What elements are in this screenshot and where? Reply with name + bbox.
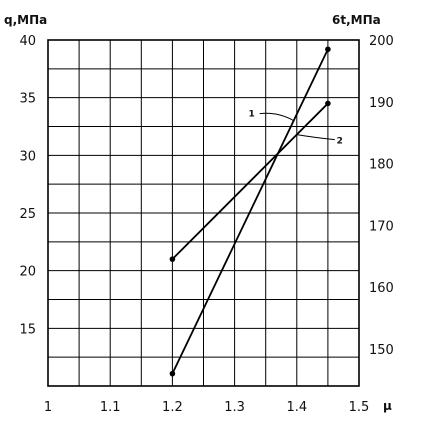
x-tick-label: 1.4 bbox=[286, 400, 307, 415]
right-y-tick-label: 170 bbox=[369, 219, 394, 234]
left-y-tick-label: 25 bbox=[19, 207, 36, 222]
right-axis-title: 6t,МПа bbox=[332, 13, 381, 27]
series-2-label: 2 bbox=[337, 137, 343, 147]
x-tick-label: 1.1 bbox=[100, 400, 121, 415]
x-axis-title: μ bbox=[383, 399, 392, 413]
series-2-point bbox=[169, 256, 176, 262]
right-y-tick-label: 160 bbox=[369, 281, 394, 296]
right-y-tick-label: 180 bbox=[369, 158, 394, 173]
series-1-point bbox=[169, 370, 176, 377]
right-y-tick-label: 190 bbox=[369, 96, 394, 111]
grid bbox=[48, 40, 359, 386]
series-2-point bbox=[325, 100, 331, 107]
series-2-line bbox=[171, 102, 329, 260]
left-y-tick-labels: 15 20 25 30 35 40 bbox=[19, 34, 36, 337]
plot-frame bbox=[47, 39, 360, 387]
left-y-tick-label: 20 bbox=[19, 265, 36, 280]
left-y-tick-label: 15 bbox=[19, 322, 36, 337]
left-y-tick-label: 35 bbox=[19, 92, 36, 107]
left-axis-title: q,МПа bbox=[4, 13, 47, 27]
series-1-point bbox=[325, 46, 331, 53]
left-y-tick-label: 40 bbox=[19, 34, 36, 49]
right-y-tick-label: 200 bbox=[369, 34, 394, 49]
series-1-line bbox=[171, 48, 329, 375]
x-tick-label: 1 bbox=[44, 400, 52, 415]
x-tick-label: 1.3 bbox=[224, 400, 245, 415]
x-tick-labels: 1 1.1 1.2 1.3 1.4 1.5 bbox=[44, 400, 369, 415]
series-2-leader bbox=[296, 134, 335, 141]
x-tick-label: 1.5 bbox=[349, 400, 370, 415]
x-tick-label: 1.2 bbox=[162, 400, 183, 415]
series-1-leader bbox=[259, 112, 294, 122]
series-1-label: 1 bbox=[249, 110, 255, 120]
series-group: 12 bbox=[169, 46, 343, 377]
left-y-tick-label: 30 bbox=[19, 149, 36, 164]
right-y-tick-labels: 150 160 170 180 190 200 bbox=[369, 34, 394, 358]
right-y-tick-label: 150 bbox=[369, 343, 394, 358]
